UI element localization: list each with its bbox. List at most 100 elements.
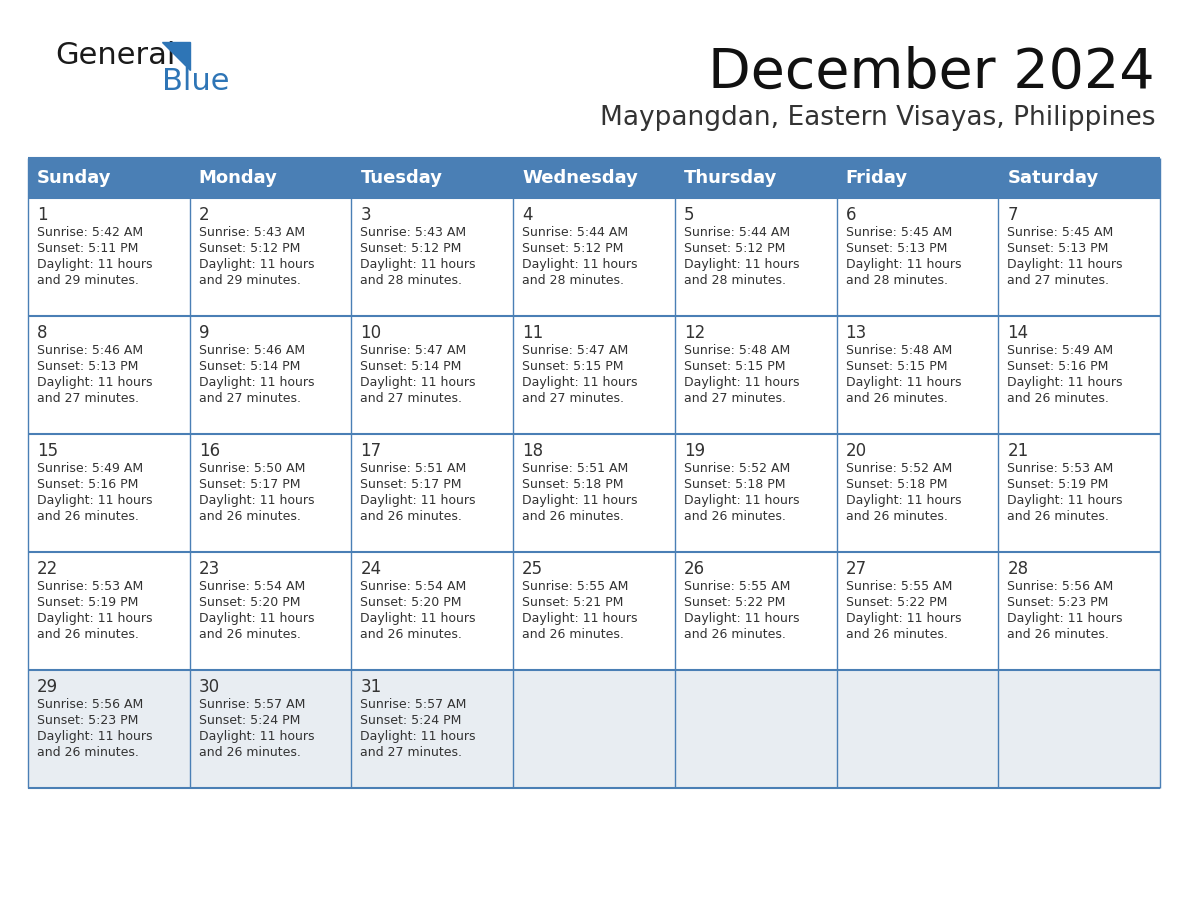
- Text: 15: 15: [37, 442, 58, 460]
- Text: Wednesday: Wednesday: [523, 169, 638, 187]
- Text: Friday: Friday: [846, 169, 908, 187]
- Text: 25: 25: [523, 560, 543, 578]
- Text: Daylight: 11 hours: Daylight: 11 hours: [360, 376, 476, 389]
- Text: and 26 minutes.: and 26 minutes.: [846, 392, 948, 405]
- Text: Sunset: 5:12 PM: Sunset: 5:12 PM: [523, 242, 624, 255]
- Text: Sunrise: 5:57 AM: Sunrise: 5:57 AM: [360, 698, 467, 711]
- Text: and 26 minutes.: and 26 minutes.: [523, 628, 624, 641]
- Text: 8: 8: [37, 324, 48, 342]
- Text: Daylight: 11 hours: Daylight: 11 hours: [198, 730, 314, 743]
- Text: Sunset: 5:17 PM: Sunset: 5:17 PM: [198, 478, 301, 491]
- Text: and 26 minutes.: and 26 minutes.: [523, 510, 624, 523]
- Text: Daylight: 11 hours: Daylight: 11 hours: [198, 494, 314, 507]
- Text: Sunset: 5:22 PM: Sunset: 5:22 PM: [846, 596, 947, 609]
- Text: Sunrise: 5:45 AM: Sunrise: 5:45 AM: [846, 226, 952, 239]
- Text: 4: 4: [523, 206, 532, 224]
- Bar: [29, 552, 1159, 670]
- Text: Sunrise: 5:47 AM: Sunrise: 5:47 AM: [360, 344, 467, 357]
- Text: and 26 minutes.: and 26 minutes.: [198, 510, 301, 523]
- Text: Sunset: 5:15 PM: Sunset: 5:15 PM: [523, 360, 624, 373]
- Text: 24: 24: [360, 560, 381, 578]
- Text: and 26 minutes.: and 26 minutes.: [1007, 392, 1110, 405]
- Text: Daylight: 11 hours: Daylight: 11 hours: [360, 612, 476, 625]
- Text: Daylight: 11 hours: Daylight: 11 hours: [684, 494, 800, 507]
- Text: Daylight: 11 hours: Daylight: 11 hours: [1007, 258, 1123, 271]
- Text: Daylight: 11 hours: Daylight: 11 hours: [1007, 494, 1123, 507]
- Text: Sunset: 5:16 PM: Sunset: 5:16 PM: [1007, 360, 1108, 373]
- Text: Sunrise: 5:53 AM: Sunrise: 5:53 AM: [37, 580, 144, 593]
- Text: 16: 16: [198, 442, 220, 460]
- Text: Sunday: Sunday: [37, 169, 112, 187]
- Text: Sunset: 5:19 PM: Sunset: 5:19 PM: [37, 596, 138, 609]
- Text: 5: 5: [684, 206, 694, 224]
- Text: Daylight: 11 hours: Daylight: 11 hours: [846, 258, 961, 271]
- Text: Sunset: 5:23 PM: Sunset: 5:23 PM: [37, 714, 138, 727]
- Bar: [836, 158, 998, 198]
- Text: Sunrise: 5:43 AM: Sunrise: 5:43 AM: [198, 226, 305, 239]
- Text: Daylight: 11 hours: Daylight: 11 hours: [37, 494, 152, 507]
- Text: and 29 minutes.: and 29 minutes.: [37, 274, 139, 287]
- Text: Sunrise: 5:52 AM: Sunrise: 5:52 AM: [846, 462, 952, 475]
- Text: Daylight: 11 hours: Daylight: 11 hours: [360, 494, 476, 507]
- Text: Sunrise: 5:49 AM: Sunrise: 5:49 AM: [1007, 344, 1113, 357]
- Bar: [998, 158, 1159, 198]
- Text: and 27 minutes.: and 27 minutes.: [1007, 274, 1110, 287]
- Text: Daylight: 11 hours: Daylight: 11 hours: [846, 612, 961, 625]
- Bar: [352, 158, 513, 198]
- Text: Sunrise: 5:46 AM: Sunrise: 5:46 AM: [198, 344, 305, 357]
- Text: and 26 minutes.: and 26 minutes.: [360, 510, 462, 523]
- Text: and 29 minutes.: and 29 minutes.: [198, 274, 301, 287]
- Text: 11: 11: [523, 324, 543, 342]
- Text: Sunrise: 5:48 AM: Sunrise: 5:48 AM: [846, 344, 952, 357]
- Bar: [29, 316, 1159, 434]
- Text: Sunset: 5:20 PM: Sunset: 5:20 PM: [360, 596, 462, 609]
- Text: Sunset: 5:14 PM: Sunset: 5:14 PM: [198, 360, 301, 373]
- Text: Sunrise: 5:52 AM: Sunrise: 5:52 AM: [684, 462, 790, 475]
- Text: Sunset: 5:24 PM: Sunset: 5:24 PM: [198, 714, 301, 727]
- Text: Daylight: 11 hours: Daylight: 11 hours: [198, 376, 314, 389]
- Text: Sunset: 5:13 PM: Sunset: 5:13 PM: [846, 242, 947, 255]
- Text: 17: 17: [360, 442, 381, 460]
- Text: and 26 minutes.: and 26 minutes.: [1007, 510, 1110, 523]
- Text: Sunrise: 5:43 AM: Sunrise: 5:43 AM: [360, 226, 467, 239]
- Text: Sunrise: 5:49 AM: Sunrise: 5:49 AM: [37, 462, 143, 475]
- Text: and 26 minutes.: and 26 minutes.: [198, 746, 301, 759]
- Text: 14: 14: [1007, 324, 1029, 342]
- Text: and 26 minutes.: and 26 minutes.: [360, 628, 462, 641]
- Text: Sunrise: 5:53 AM: Sunrise: 5:53 AM: [1007, 462, 1113, 475]
- Text: Daylight: 11 hours: Daylight: 11 hours: [1007, 376, 1123, 389]
- Text: and 26 minutes.: and 26 minutes.: [198, 628, 301, 641]
- Text: Sunset: 5:14 PM: Sunset: 5:14 PM: [360, 360, 462, 373]
- Text: Sunrise: 5:55 AM: Sunrise: 5:55 AM: [684, 580, 790, 593]
- Text: Sunset: 5:19 PM: Sunset: 5:19 PM: [1007, 478, 1108, 491]
- Bar: [190, 158, 352, 198]
- Text: Sunrise: 5:44 AM: Sunrise: 5:44 AM: [523, 226, 628, 239]
- Text: and 27 minutes.: and 27 minutes.: [198, 392, 301, 405]
- Text: Sunrise: 5:55 AM: Sunrise: 5:55 AM: [846, 580, 952, 593]
- Text: and 26 minutes.: and 26 minutes.: [37, 510, 139, 523]
- Text: and 26 minutes.: and 26 minutes.: [1007, 628, 1110, 641]
- Text: and 26 minutes.: and 26 minutes.: [37, 628, 139, 641]
- Text: 28: 28: [1007, 560, 1029, 578]
- Text: Sunrise: 5:45 AM: Sunrise: 5:45 AM: [1007, 226, 1113, 239]
- Text: Sunrise: 5:56 AM: Sunrise: 5:56 AM: [37, 698, 144, 711]
- Text: Daylight: 11 hours: Daylight: 11 hours: [37, 612, 152, 625]
- Text: Sunrise: 5:48 AM: Sunrise: 5:48 AM: [684, 344, 790, 357]
- Text: Sunset: 5:18 PM: Sunset: 5:18 PM: [523, 478, 624, 491]
- Text: Sunrise: 5:51 AM: Sunrise: 5:51 AM: [523, 462, 628, 475]
- Text: Daylight: 11 hours: Daylight: 11 hours: [37, 376, 152, 389]
- Text: 10: 10: [360, 324, 381, 342]
- Text: Sunset: 5:20 PM: Sunset: 5:20 PM: [198, 596, 301, 609]
- Text: Sunset: 5:21 PM: Sunset: 5:21 PM: [523, 596, 624, 609]
- Text: Sunrise: 5:51 AM: Sunrise: 5:51 AM: [360, 462, 467, 475]
- Text: Sunrise: 5:44 AM: Sunrise: 5:44 AM: [684, 226, 790, 239]
- Text: 27: 27: [846, 560, 867, 578]
- Text: Daylight: 11 hours: Daylight: 11 hours: [523, 258, 638, 271]
- Text: Sunset: 5:24 PM: Sunset: 5:24 PM: [360, 714, 462, 727]
- Text: Daylight: 11 hours: Daylight: 11 hours: [523, 376, 638, 389]
- Text: Daylight: 11 hours: Daylight: 11 hours: [37, 258, 152, 271]
- Text: Tuesday: Tuesday: [360, 169, 442, 187]
- Bar: [513, 158, 675, 198]
- Text: and 28 minutes.: and 28 minutes.: [684, 274, 785, 287]
- Polygon shape: [162, 42, 190, 70]
